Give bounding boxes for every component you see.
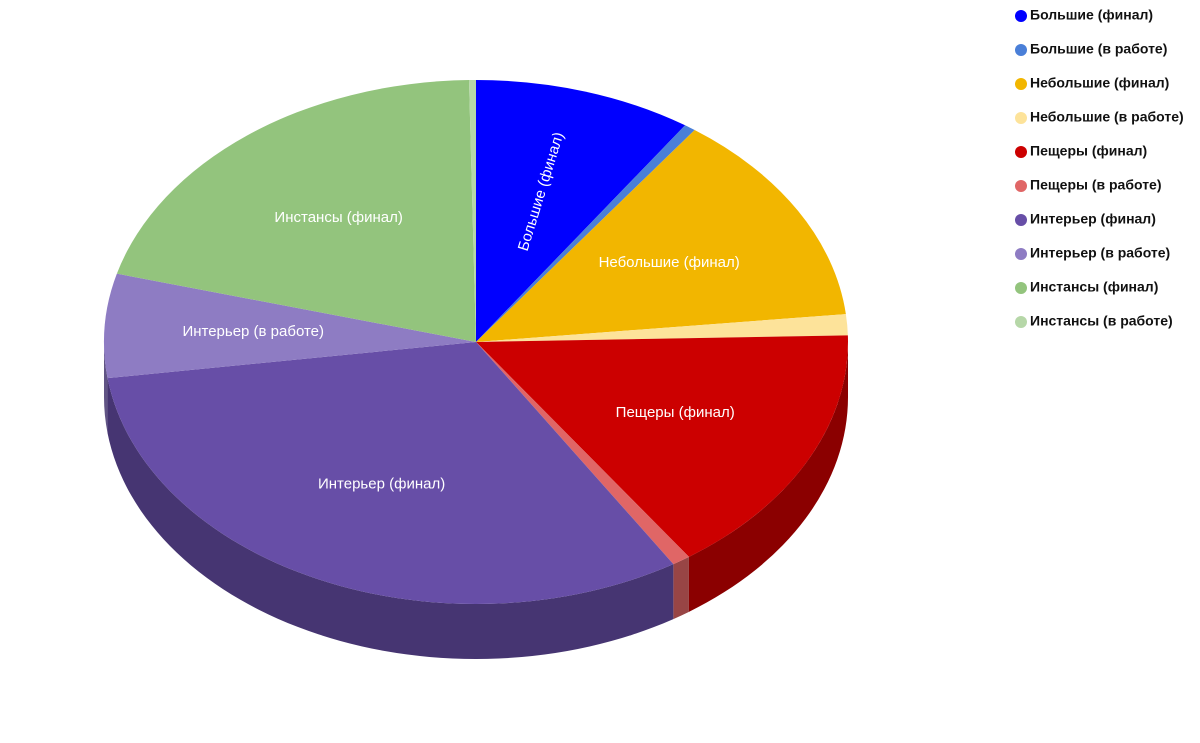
slice [476,335,848,557]
slice-label: Интерьер (финал) [318,475,445,492]
slice [476,130,846,342]
legend-marker [1015,316,1027,328]
legend-label: Небольшие (в работе) [1030,109,1184,125]
slice-label: Пещеры (финал) [616,404,735,421]
legend-label: Инстансы (финал) [1030,279,1158,295]
slice [107,342,674,604]
legend-label: Большие (финал) [1030,7,1153,23]
slice-label: Интерьер (в работе) [182,323,324,340]
legend-marker [1015,180,1027,192]
slice-side [107,378,674,659]
legend-label: Интерьер (финал) [1030,211,1156,227]
slice [476,314,848,342]
legend-marker [1015,78,1027,90]
slice-side [688,342,848,612]
legend-label: Небольшие (финал) [1030,75,1169,91]
legend-marker [1015,112,1027,124]
slice-side [104,342,108,434]
slice [116,80,477,343]
slice [476,342,689,565]
legend-marker [1015,282,1027,294]
slice-side [673,556,689,620]
legend-marker [1015,248,1027,260]
legend-label: Большие (в работе) [1030,41,1167,57]
slice-label: Инстансы (финал) [274,209,402,226]
slice [468,80,476,342]
legend-label: Пещеры (в работе) [1030,177,1162,193]
legend-label: Интерьер (в работе) [1030,245,1170,261]
slice [104,273,476,379]
legend-label: Пещеры (финал) [1030,143,1147,159]
slice [476,125,695,342]
slice [476,80,686,342]
legend-marker [1015,214,1027,226]
legend-marker [1015,44,1027,56]
legend-label: Инстансы (в работе) [1030,313,1173,329]
legend-marker [1015,10,1027,22]
slice-label: Небольшие (финал) [599,254,740,271]
legend-marker [1015,146,1027,158]
